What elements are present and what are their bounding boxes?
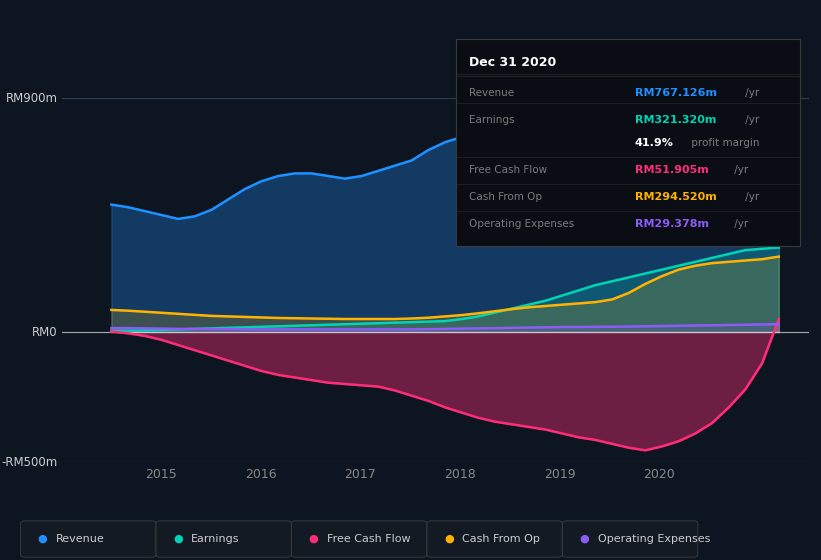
Text: Revenue: Revenue — [56, 534, 104, 544]
Text: /yr: /yr — [732, 165, 749, 175]
Text: /yr: /yr — [732, 218, 749, 228]
Text: 41.9%: 41.9% — [635, 138, 674, 148]
Text: RM767.126m: RM767.126m — [635, 88, 717, 98]
Text: Cash From Op: Cash From Op — [470, 192, 543, 202]
Text: RM51.905m: RM51.905m — [635, 165, 709, 175]
Text: RM321.320m: RM321.320m — [635, 115, 717, 125]
Text: Revenue: Revenue — [470, 88, 515, 98]
Text: Operating Expenses: Operating Expenses — [470, 218, 575, 228]
Text: RM0: RM0 — [32, 325, 57, 338]
Text: /yr: /yr — [742, 115, 759, 125]
Text: RM29.378m: RM29.378m — [635, 218, 709, 228]
Text: ●: ● — [38, 534, 48, 544]
Text: Earnings: Earnings — [470, 115, 515, 125]
Text: RM900m: RM900m — [6, 91, 57, 105]
Text: Cash From Op: Cash From Op — [462, 534, 540, 544]
Text: ●: ● — [173, 534, 183, 544]
Text: /yr: /yr — [742, 192, 759, 202]
Text: ●: ● — [580, 534, 589, 544]
Text: /yr: /yr — [742, 88, 759, 98]
Text: Dec 31 2020: Dec 31 2020 — [470, 56, 557, 69]
Text: Free Cash Flow: Free Cash Flow — [470, 165, 548, 175]
Text: -RM500m: -RM500m — [2, 455, 57, 469]
Text: Free Cash Flow: Free Cash Flow — [327, 534, 410, 544]
Text: profit margin: profit margin — [689, 138, 760, 148]
Text: RM294.520m: RM294.520m — [635, 192, 717, 202]
Text: Operating Expenses: Operating Expenses — [598, 534, 710, 544]
Text: Earnings: Earnings — [191, 534, 240, 544]
Text: ●: ● — [309, 534, 319, 544]
Text: ●: ● — [444, 534, 454, 544]
